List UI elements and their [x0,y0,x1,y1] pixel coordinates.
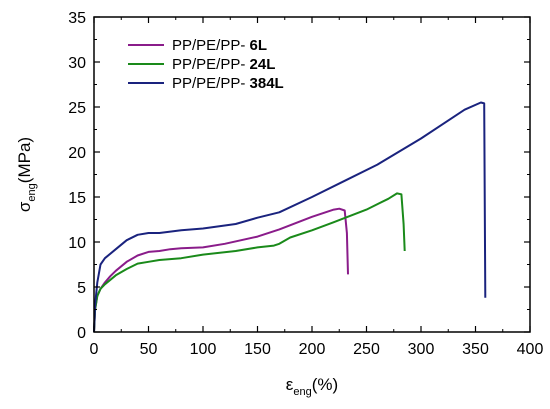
legend-label-prefix: PP/PE/PP- [172,37,250,54]
x-tick-label: 200 [299,341,326,358]
x-tick-label: 0 [90,341,99,358]
y-tick-label: 0 [77,325,86,342]
legend-label-6l: PP/PE/PP- 6L [172,37,267,54]
y-axis-label: σeng(MPa) [15,137,38,212]
y-tick-label: 20 [68,145,86,162]
x-axis-unit: (%) [312,375,338,394]
x-tick-label: 400 [517,341,544,358]
y-axis-symbol: σ [15,201,34,212]
x-tick-label: 250 [353,341,380,358]
y-tick-label: 35 [68,10,86,27]
y-tick-label: 5 [77,280,86,297]
series-line-384l [93,101,487,333]
series-layer [93,101,487,333]
x-tick-label: 150 [244,341,271,358]
x-tick-label: 350 [462,341,489,358]
y-tick-label: 15 [68,190,86,207]
legend-label-bold: 384L [250,75,284,92]
legend-label-24l: PP/PE/PP- 24L [172,56,275,73]
y-tick-label: 25 [68,100,86,117]
axes-layer: 0 50 100 150 200 250 300 350 400 0 5 10 15 20 25 30 35 [68,10,543,358]
x-axis-label: εeng(%) [286,375,338,398]
legend-label-prefix: PP/PE/PP- [172,56,250,73]
x-tick-label: 100 [190,341,217,358]
legend-label-bold: 24L [250,56,276,73]
x-tick-label: 50 [140,341,158,358]
y-tick-label: 10 [68,235,86,252]
legend-label-384l: PP/PE/PP- 384L [172,75,284,92]
y-axis-unit: (MPa) [15,137,34,183]
x-axis-symbol: ε [286,375,294,394]
y-tick-label: 30 [68,55,86,72]
axis-labels: εeng(%)σeng(MPa) [15,137,338,398]
x-tick-label: 300 [408,341,435,358]
y-axis-subscript: eng [26,183,38,201]
legend-label-bold: 6L [250,37,268,54]
legend-label-prefix: PP/PE/PP- [172,75,250,92]
series-line-24l [93,192,406,333]
x-axis-subscript: eng [293,386,311,398]
